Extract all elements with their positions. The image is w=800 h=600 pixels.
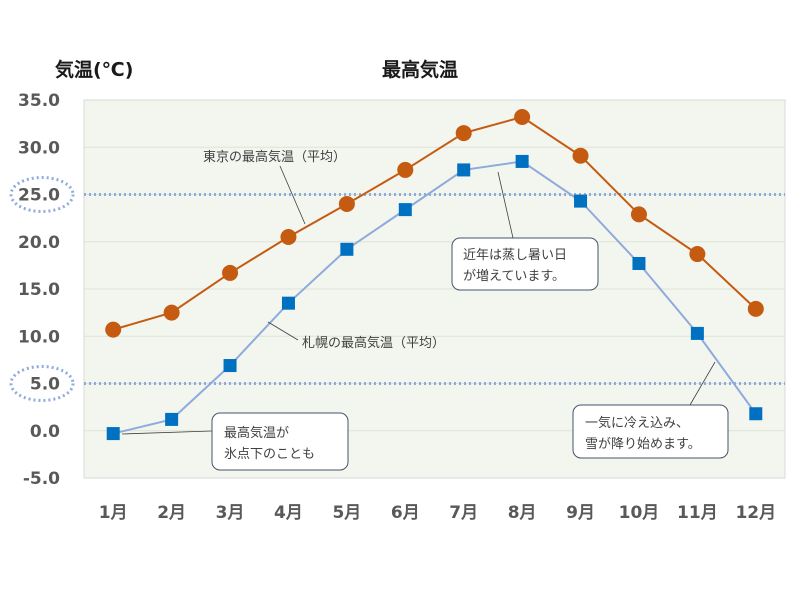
- x-tick-label: 10月: [619, 503, 660, 523]
- data-point-sapporo: [281, 296, 295, 310]
- series-line-1: [112, 160, 757, 435]
- x-tick-label: 5月: [332, 503, 361, 523]
- data-point-tokyo: [222, 264, 239, 281]
- y-tick-label: 35.0: [18, 91, 60, 111]
- data-point-tokyo: [338, 195, 355, 212]
- x-tick-label: 1月: [99, 503, 128, 523]
- sapporo-label-leader: [267, 321, 299, 341]
- tokyo-label-leader: [279, 165, 306, 225]
- data-point-sapporo: [749, 407, 763, 421]
- callout-text-line: 近年は蒸し暑い日: [463, 248, 567, 263]
- callout-text-line: 雪が降り始めます。: [585, 437, 701, 452]
- x-tick-label: 7月: [449, 503, 478, 523]
- highlight-ellipse: [9, 365, 75, 402]
- callout-text-line: 最高気温が: [224, 425, 289, 441]
- data-point-sapporo: [340, 242, 354, 256]
- y-tick-label: 20.0: [18, 233, 60, 253]
- data-point-tokyo: [163, 304, 180, 321]
- series-line-0: [112, 115, 757, 331]
- data-point-sapporo: [632, 256, 646, 270]
- data-point-sapporo: [165, 412, 179, 426]
- data-point-tokyo: [514, 109, 531, 126]
- tokyo-series-label: 東京の最高気温（平均）: [203, 149, 346, 165]
- y-tick-label: 15.0: [18, 280, 60, 300]
- sapporo-series-label: 札幌の最高気温（平均）: [302, 335, 445, 351]
- y-tick-label: -5.0: [23, 469, 60, 489]
- x-tick-label: 11月: [677, 503, 718, 523]
- data-point-tokyo: [105, 321, 122, 338]
- data-point-tokyo: [455, 125, 472, 142]
- x-tick-label: 3月: [216, 503, 245, 523]
- y-tick-label: 5.0: [30, 375, 60, 395]
- x-tick-label: 9月: [566, 503, 595, 523]
- data-point-sapporo: [398, 203, 412, 217]
- data-point-tokyo: [280, 229, 297, 246]
- chart-title: 最高気温: [382, 58, 458, 81]
- callout-box-humid: [451, 237, 599, 291]
- callout-text-line: が増えています。: [463, 269, 565, 284]
- y-tick-label: 25.0: [18, 186, 60, 206]
- x-tick-label: 2月: [157, 503, 186, 523]
- callout-leader: [121, 430, 213, 435]
- data-point-tokyo: [572, 147, 589, 164]
- y-axis-title: 気温(℃): [55, 58, 133, 81]
- callout-leader: [689, 361, 716, 406]
- data-point-sapporo: [690, 326, 704, 340]
- data-point-tokyo: [397, 161, 414, 178]
- data-point-sapporo: [574, 194, 588, 208]
- y-tick-label: 30.0: [18, 138, 60, 158]
- data-point-sapporo: [457, 163, 471, 177]
- x-tick-label: 8月: [508, 503, 537, 523]
- callout-text-line: 氷点下のことも: [224, 447, 315, 462]
- data-point-tokyo: [689, 246, 706, 263]
- callout-leader: [497, 171, 514, 239]
- callout-box-cooling: [572, 404, 729, 459]
- data-point-tokyo: [747, 300, 764, 317]
- x-tick-label: 4月: [274, 503, 303, 523]
- x-tick-label: 6月: [391, 503, 420, 523]
- callout-text-line: 一気に冷え込み、: [585, 415, 689, 431]
- x-tick-label: 12月: [735, 503, 776, 523]
- y-tick-label: 0.0: [30, 422, 60, 442]
- callout-box-freezing: [211, 412, 349, 471]
- data-point-tokyo: [630, 206, 647, 223]
- data-point-sapporo: [223, 359, 237, 373]
- highlight-ellipse: [9, 176, 75, 213]
- data-point-sapporo: [106, 427, 120, 441]
- data-point-sapporo: [515, 154, 529, 168]
- y-tick-label: 10.0: [18, 327, 60, 347]
